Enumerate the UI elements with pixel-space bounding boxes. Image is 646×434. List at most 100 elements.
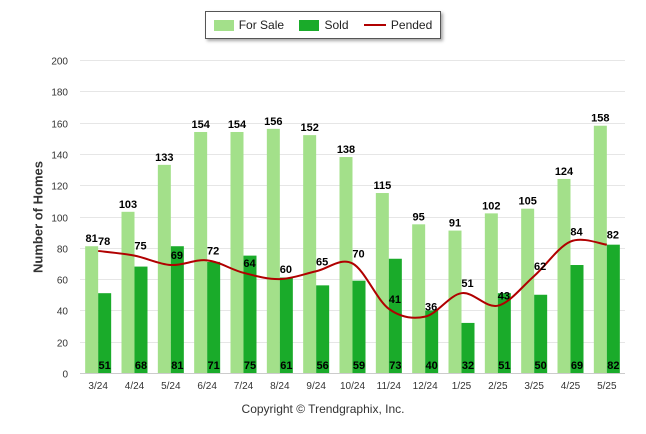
sold-label: 69 — [571, 360, 583, 372]
pended-label: 41 — [389, 294, 401, 306]
sold-bar — [570, 265, 584, 373]
sold-bar — [534, 294, 548, 373]
x-tick-label: 11/24 — [377, 381, 402, 392]
for-sale-bar — [266, 128, 280, 373]
sold-label: 75 — [244, 360, 256, 372]
y-tick-label: 60 — [57, 276, 69, 287]
sold-bar — [98, 293, 112, 373]
sold-label: 51 — [498, 360, 510, 372]
x-tick-label: 10/24 — [340, 381, 365, 392]
for-sale-label: 103 — [119, 199, 137, 211]
for-sale-label: 133 — [155, 152, 173, 164]
for-sale-bar — [303, 135, 317, 373]
sold-label: 68 — [135, 360, 147, 372]
sold-label: 81 — [171, 360, 183, 372]
legend-item-sold[interactable]: Sold — [299, 18, 349, 32]
for-sale-bar — [339, 157, 353, 373]
sold-bar — [134, 266, 148, 373]
for-sale-bar — [121, 211, 135, 373]
for-sale-label: 158 — [591, 113, 609, 125]
for-sale-label: 138 — [337, 144, 355, 156]
x-tick-label: 1/25 — [452, 381, 472, 392]
x-tick-label: 7/24 — [234, 381, 254, 392]
bars — [85, 125, 620, 373]
x-tick-label: 4/24 — [125, 381, 145, 392]
for-sale-bar — [593, 125, 607, 373]
for-sale-label: 124 — [555, 166, 574, 178]
sold-label: 73 — [389, 360, 401, 372]
for-sale-bar — [194, 131, 208, 373]
for-sale-label: 152 — [300, 122, 318, 134]
x-axis: 3/24 4/24 5/24 6/24 7/24 8/24 9/24 10/24 11/24 12… — [88, 381, 617, 392]
sold-label: 59 — [353, 360, 365, 372]
sold-label: 71 — [208, 360, 220, 372]
legend-item-for-sale[interactable]: For Sale — [213, 18, 285, 32]
sold-label: 82 — [607, 360, 619, 372]
pended-label: 78 — [98, 236, 110, 248]
for-sale-label: 154 — [228, 119, 247, 131]
sold-bar — [352, 280, 366, 373]
for-sale-label: 105 — [518, 196, 536, 208]
pended-label: 43 — [498, 291, 510, 303]
legend-label-for-sale: For Sale — [238, 18, 285, 32]
sold-bar — [606, 244, 620, 373]
for-sale-bar — [85, 246, 99, 373]
legend-label-pended: Pended — [390, 18, 433, 32]
pended-label: 70 — [352, 248, 364, 260]
x-tick-label: 5/25 — [597, 381, 617, 392]
sold-bar — [388, 258, 402, 373]
for-sale-bar — [448, 230, 462, 373]
for-sale-bar — [375, 193, 389, 373]
sold-bar — [170, 246, 184, 373]
y-tick-label: 80 — [57, 245, 69, 256]
sold-label: 51 — [99, 360, 111, 372]
y-tick-label: 140 — [51, 151, 68, 162]
sold-label: 32 — [462, 360, 474, 372]
pended-label: 51 — [461, 278, 473, 290]
pended-label: 84 — [570, 227, 583, 239]
pended-swatch — [363, 24, 386, 26]
for-sale-label: 81 — [86, 233, 98, 245]
x-tick-label: 3/25 — [524, 381, 544, 392]
legend-label-sold: Sold — [324, 18, 349, 32]
pended-label: 82 — [607, 230, 619, 242]
sold-label: 50 — [535, 360, 547, 372]
sold-swatch — [299, 19, 320, 31]
legend-item-pended[interactable]: Pended — [363, 18, 433, 32]
x-tick-label: 9/24 — [306, 381, 326, 392]
for-sale-bar — [521, 208, 535, 373]
pended-label: 64 — [243, 258, 256, 270]
for-sale-label: 102 — [482, 200, 500, 212]
sold-label: 40 — [426, 360, 438, 372]
pended-label: 65 — [316, 256, 328, 268]
for-sale-swatch — [213, 19, 234, 31]
y-tick-label: 120 — [51, 182, 68, 193]
y-tick-label: 180 — [51, 88, 68, 99]
sold-bar — [461, 322, 475, 373]
x-tick-label: 12/24 — [413, 381, 438, 392]
pended-label: 72 — [207, 245, 219, 257]
sold-bar — [207, 261, 221, 373]
y-tick-label: 40 — [57, 307, 69, 318]
pended-label: 36 — [425, 302, 437, 314]
y-tick-label: 200 — [51, 57, 68, 68]
pended-line — [98, 238, 607, 319]
y-tick-label: 0 — [62, 370, 68, 381]
y-tick-label: 20 — [57, 339, 69, 350]
for-sale-bar — [230, 131, 244, 373]
sold-label: 56 — [317, 360, 329, 372]
for-sale-label: 156 — [264, 116, 282, 128]
for-sale-bar — [412, 224, 426, 373]
sold-bar — [279, 277, 293, 373]
pended-line-path — [98, 238, 607, 319]
for-sale-bar — [557, 178, 571, 373]
y-axis-label: Number of Homes — [30, 161, 46, 273]
y-tick-label: 100 — [51, 214, 68, 225]
x-tick-label: 6/24 — [197, 381, 217, 392]
for-sale-bar — [157, 164, 171, 373]
data-labels: 81 51 103 68 133 81 154 71 154 75 156 61 152 56 138 59 1… — [86, 113, 620, 372]
sold-bar — [497, 293, 511, 373]
for-sale-label: 115 — [373, 180, 391, 192]
legend: For Sale Sold Pended — [205, 11, 441, 39]
